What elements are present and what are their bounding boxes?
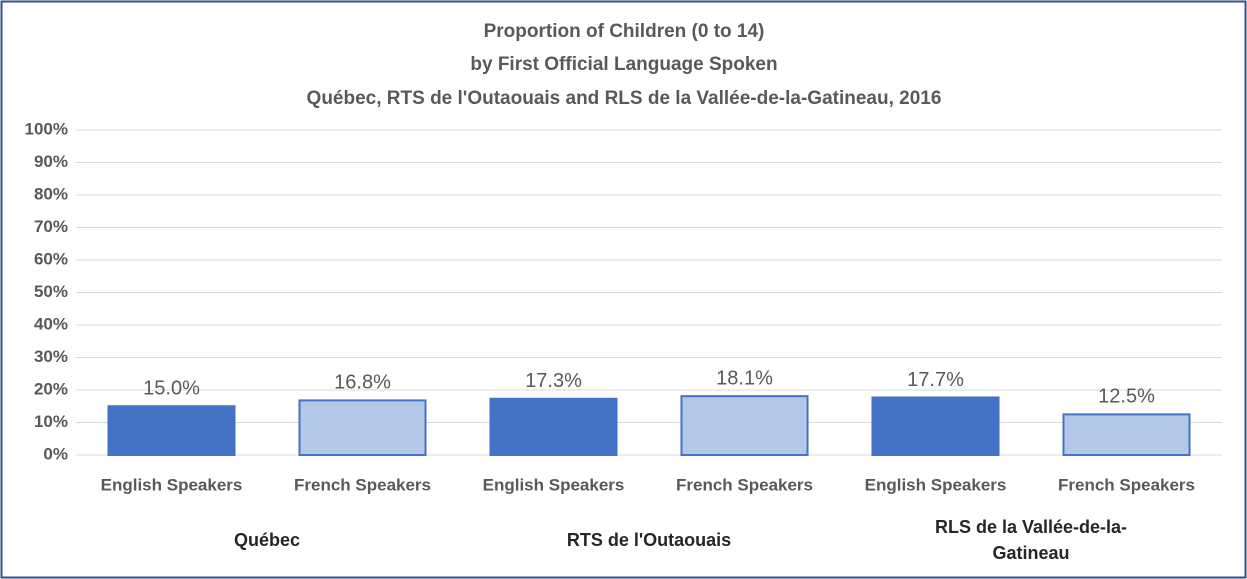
chart-title: by First Official Language Spoken (470, 54, 777, 75)
y-tick-label: 80% (34, 184, 68, 203)
y-tick-label: 90% (34, 152, 68, 171)
chart-title: Québec, RTS de l'Outaouais and RLS de la… (307, 88, 942, 109)
bar (680, 395, 809, 456)
x-tick-label: French Speakers (1058, 475, 1195, 494)
group-label: RLS de la Vallée-de-la-Gatineau (934, 517, 1128, 563)
y-tick-label: 50% (34, 282, 68, 301)
chart-title: Proportion of Children (0 to 14) (484, 21, 765, 42)
value-label: 12.5% (1098, 386, 1155, 408)
value-label: 17.7% (907, 369, 964, 391)
x-tick-label: English Speakers (483, 475, 625, 494)
bar (107, 405, 236, 456)
y-tick-label: 10% (34, 412, 68, 431)
bar (489, 397, 618, 456)
x-tick-label: French Speakers (676, 475, 813, 494)
bar (871, 396, 1000, 457)
y-tick-label: 30% (34, 347, 68, 366)
value-label: 15.0% (143, 378, 200, 400)
bar (298, 399, 427, 456)
y-tick-label: 70% (34, 217, 68, 236)
group-label: Québec (233, 530, 301, 550)
group-label: RTS de l'Outaouais (566, 530, 732, 550)
value-label: 16.8% (334, 372, 391, 394)
y-tick-label: 20% (34, 379, 68, 398)
x-tick-label: English Speakers (101, 475, 243, 494)
bar (1062, 413, 1191, 456)
y-tick-label: 0% (43, 444, 68, 463)
y-tick-label: 40% (34, 314, 68, 333)
x-tick-label: French Speakers (294, 475, 431, 494)
value-label: 17.3% (525, 370, 582, 392)
x-tick-label: English Speakers (865, 475, 1007, 494)
y-tick-label: 60% (34, 249, 68, 268)
value-label: 18.1% (716, 367, 773, 389)
y-tick-label: 100% (25, 119, 68, 138)
